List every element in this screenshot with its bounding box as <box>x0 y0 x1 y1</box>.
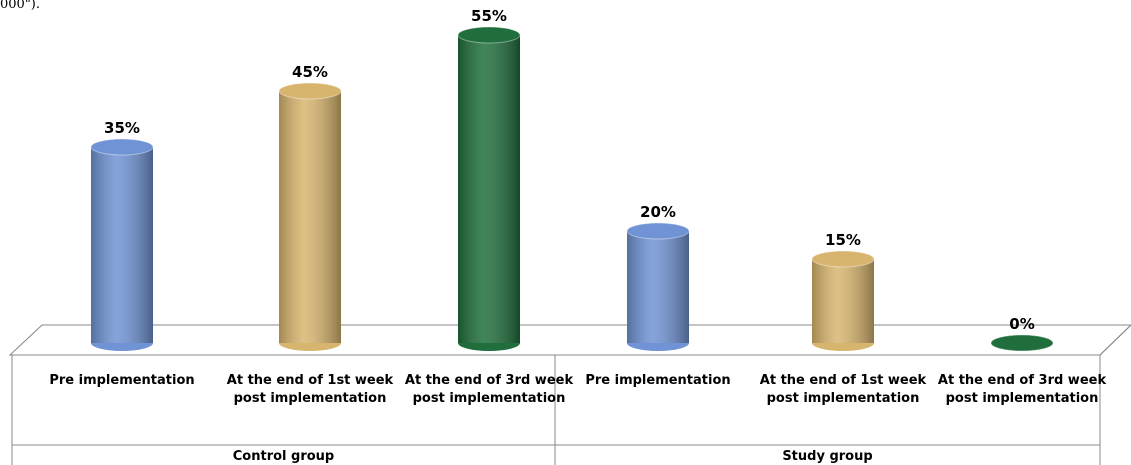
table-lines <box>11 324 1131 465</box>
bar-shade <box>279 91 341 343</box>
bar-shade <box>627 231 689 343</box>
bar-shade <box>458 35 520 343</box>
value-label: 55% <box>471 7 507 25</box>
bar-top <box>90 138 154 156</box>
x-tick-label: At the end of 3rd week post implementati… <box>404 373 574 406</box>
bar-top <box>278 82 342 100</box>
value-label: 20% <box>640 203 676 221</box>
x-tick-label: At the end of 1st week post implementati… <box>759 373 927 406</box>
bar-top <box>990 334 1054 352</box>
group-label: Study group <box>782 449 873 464</box>
value-label: 15% <box>825 231 861 249</box>
bar-top <box>457 26 521 44</box>
bar-shade <box>812 259 874 343</box>
floor <box>8 324 1131 356</box>
caption-fragment: 000"). <box>0 0 40 12</box>
value-label: 35% <box>104 119 140 137</box>
value-label: 45% <box>292 63 328 81</box>
group-label: Control group <box>232 449 335 464</box>
x-tick-label: Pre implementation <box>585 373 731 388</box>
x-tick-label: At the end of 1st week post implementati… <box>226 373 394 406</box>
bar-shade <box>91 147 153 343</box>
x-tick-label: Pre implementation <box>49 373 195 388</box>
x-tick-label: At the end of 3rd week post implementati… <box>937 373 1107 406</box>
bar-top <box>626 222 690 240</box>
value-label: 0% <box>1009 315 1034 333</box>
bar-top <box>811 250 875 268</box>
